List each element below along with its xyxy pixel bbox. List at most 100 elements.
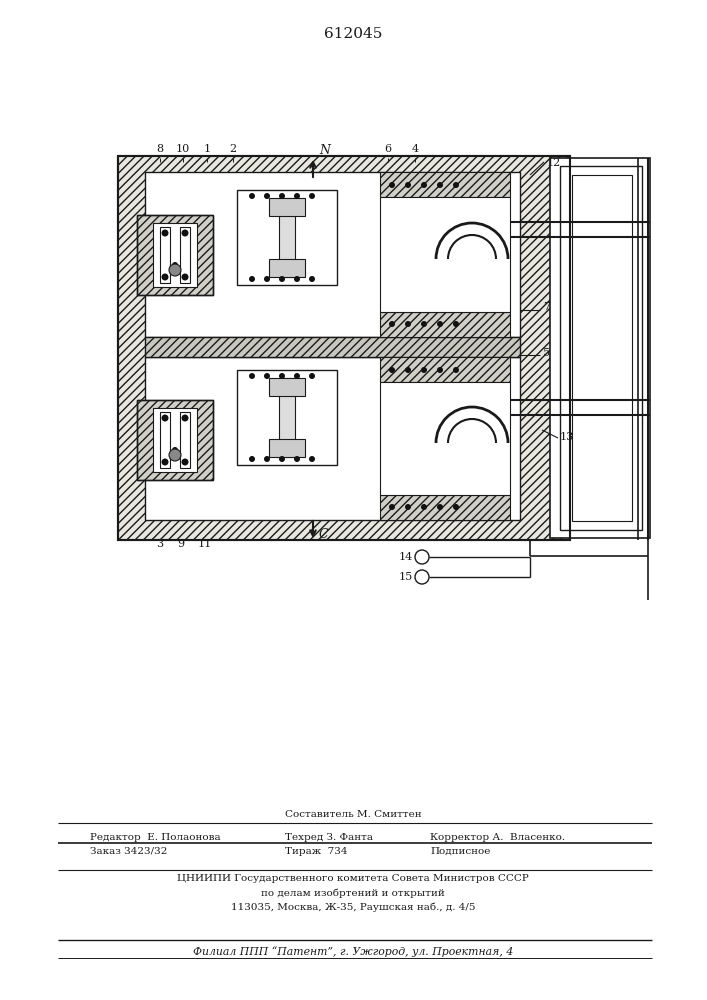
Circle shape [453, 321, 459, 327]
Circle shape [182, 230, 189, 236]
Circle shape [249, 456, 255, 462]
Text: Составитель М. Смиттен: Составитель М. Смиттен [285, 810, 421, 819]
Text: 7: 7 [543, 302, 550, 312]
Circle shape [172, 262, 178, 268]
Circle shape [249, 193, 255, 199]
Circle shape [437, 321, 443, 327]
Circle shape [309, 193, 315, 199]
Text: 8: 8 [156, 144, 163, 154]
Circle shape [309, 276, 315, 282]
Bar [145, 357, 520, 520]
Circle shape [279, 276, 285, 282]
Text: 11: 11 [198, 539, 212, 549]
Bar [118, 156, 570, 540]
Circle shape [294, 193, 300, 199]
Text: Техред З. Фанта: Техред З. Фанта [285, 833, 373, 842]
Text: 13: 13 [560, 432, 574, 442]
Circle shape [161, 230, 168, 236]
Circle shape [421, 182, 427, 188]
Circle shape [421, 504, 427, 510]
Bar [380, 495, 510, 520]
Text: Филиал ППП “Патент”, г. Ужгород, ул. Проектная, 4: Филиал ППП “Патент”, г. Ужгород, ул. Про… [193, 946, 513, 957]
Bar [279, 198, 295, 277]
Text: 15: 15 [399, 572, 413, 582]
Circle shape [437, 182, 443, 188]
Text: 14: 14 [399, 552, 413, 562]
Circle shape [389, 367, 395, 373]
Circle shape [294, 276, 300, 282]
Circle shape [421, 367, 427, 373]
Bar [269, 378, 305, 396]
Circle shape [437, 367, 443, 373]
Circle shape [182, 414, 189, 422]
Text: 1: 1 [204, 144, 211, 154]
Text: Редактор  Е. Полаонова: Редактор Е. Полаонова [90, 833, 221, 842]
Text: Тираж  734: Тираж 734 [285, 847, 348, 856]
Text: 2: 2 [230, 144, 237, 154]
Circle shape [421, 321, 427, 327]
Circle shape [249, 373, 255, 379]
Text: 10: 10 [176, 144, 190, 154]
Text: Заказ 3423/32: Заказ 3423/32 [90, 847, 168, 856]
Bar [137, 400, 213, 480]
Circle shape [294, 373, 300, 379]
Circle shape [182, 458, 189, 466]
Bar [137, 215, 213, 295]
Bar [160, 227, 170, 283]
Bar [380, 197, 510, 312]
Text: 113035, Москва, Ж-35, Раушская наб., д. 4/5: 113035, Москва, Ж-35, Раушская наб., д. … [230, 902, 475, 912]
Circle shape [309, 456, 315, 462]
Circle shape [249, 276, 255, 282]
Bar [269, 439, 305, 457]
Bar [380, 172, 510, 197]
Text: 3: 3 [156, 539, 163, 549]
Bar [160, 412, 170, 468]
Bar [118, 156, 570, 540]
Bar [137, 400, 213, 480]
Circle shape [279, 456, 285, 462]
Circle shape [389, 504, 395, 510]
Circle shape [169, 449, 181, 461]
Circle shape [453, 504, 459, 510]
Bar [560, 166, 642, 530]
Circle shape [264, 373, 270, 379]
Circle shape [453, 367, 459, 373]
Text: C: C [319, 528, 329, 540]
Circle shape [161, 273, 168, 280]
Bar [137, 215, 213, 295]
Text: 9: 9 [177, 539, 185, 549]
Text: Корректор А.  Власенко.: Корректор А. Власенко. [430, 833, 565, 842]
Bar [572, 175, 632, 521]
Text: 6: 6 [385, 144, 392, 154]
Circle shape [405, 367, 411, 373]
Text: N: N [319, 143, 330, 156]
Bar [180, 412, 190, 468]
Circle shape [453, 182, 459, 188]
Circle shape [161, 458, 168, 466]
Bar [550, 158, 650, 538]
Text: 4: 4 [411, 144, 419, 154]
Circle shape [294, 456, 300, 462]
Bar [180, 227, 190, 283]
Bar [279, 378, 295, 457]
Bar [153, 408, 197, 472]
Circle shape [264, 193, 270, 199]
Bar [380, 382, 510, 495]
Bar [380, 312, 510, 337]
Circle shape [415, 570, 429, 584]
Circle shape [389, 182, 395, 188]
Circle shape [161, 414, 168, 422]
Bar [269, 259, 305, 277]
Bar [145, 172, 520, 337]
Circle shape [182, 273, 189, 280]
Circle shape [415, 550, 429, 564]
Text: 12: 12 [547, 158, 561, 168]
Text: по делам изобртений и открытий: по делам изобртений и открытий [261, 888, 445, 898]
Circle shape [279, 373, 285, 379]
Circle shape [264, 276, 270, 282]
Circle shape [405, 182, 411, 188]
Bar [145, 337, 520, 357]
Circle shape [405, 504, 411, 510]
Circle shape [264, 456, 270, 462]
Circle shape [172, 447, 178, 453]
